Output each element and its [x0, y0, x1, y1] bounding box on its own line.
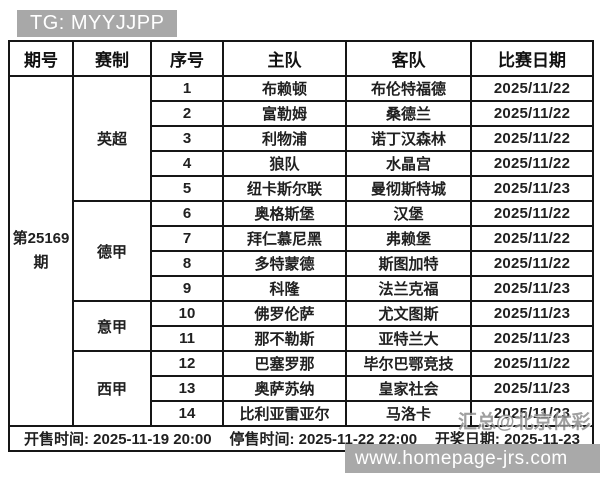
match-no-cell: 2 — [150, 100, 224, 127]
match-date-cell: 2025/11/22 — [470, 100, 594, 127]
match-no-cell: 4 — [150, 150, 224, 177]
away-team-cell: 马洛卡 — [345, 400, 472, 427]
column-header-date: 比赛日期 — [470, 40, 594, 77]
match-date-cell: 2025/11/22 — [470, 75, 594, 102]
match-no-cell: 10 — [150, 300, 224, 327]
match-no-cell: 13 — [150, 375, 224, 402]
match-date-cell: 2025/11/23 — [470, 275, 594, 302]
column-header-home: 主队 — [222, 40, 347, 77]
home-team-cell: 巴塞罗那 — [222, 350, 347, 377]
draw-date: 开奖日期: 2025-11-23 — [434, 431, 580, 448]
away-team-cell: 汉堡 — [345, 200, 472, 227]
match-date-cell: 2025/11/22 — [470, 150, 594, 177]
match-no-cell: 12 — [150, 350, 224, 377]
match-date-cell: 2025/11/22 — [470, 125, 594, 152]
match-date-cell: 2025/11/23 — [470, 175, 594, 202]
home-team-cell: 富勒姆 — [222, 100, 347, 127]
column-header-issue: 期号 — [8, 40, 74, 77]
match-date-cell: 2025/11/22 — [470, 200, 594, 227]
site-url-text: www.homepage-jrs.com — [355, 447, 568, 469]
match-no-cell: 7 — [150, 225, 224, 252]
tg-handle-label: TG: MYYJJPP — [30, 12, 165, 34]
match-schedule-table: 期号 赛制 序号 主队 客队 比赛日期 第25169期 英超 1 布赖顿 布伦特福德 20… — [8, 40, 594, 452]
match-no-cell: 9 — [150, 275, 224, 302]
issue-cell: 第25169期 — [8, 75, 74, 427]
tg-handle-badge: TG: MYYJJPP — [17, 10, 178, 37]
home-team-cell: 奥格斯堡 — [222, 200, 347, 227]
sale-end-time: 停售时间: 2025-11-22 22:00 — [229, 431, 418, 448]
match-no-cell: 6 — [150, 200, 224, 227]
away-team-cell: 诺丁汉森林 — [345, 125, 472, 152]
match-date-cell: 2025/11/22 — [470, 250, 594, 277]
match-no-cell: 3 — [150, 125, 224, 152]
away-team-cell: 法兰克福 — [345, 275, 472, 302]
away-team-cell: 桑德兰 — [345, 100, 472, 127]
match-date-cell: 2025/11/23 — [470, 325, 594, 352]
table-row: 7 拜仁慕尼黑 弗赖堡 2025/11/22 — [9, 225, 594, 252]
table-row: 13 奥萨苏纳 皇家社会 2025/11/23 — [9, 375, 594, 402]
league-cell: 德甲 — [72, 200, 152, 302]
table-row: 2 富勒姆 桑德兰 2025/11/22 — [9, 100, 594, 127]
column-header-number: 序号 — [150, 40, 224, 77]
league-cell: 英超 — [72, 75, 152, 202]
away-team-cell: 毕尔巴鄂竞技 — [345, 350, 472, 377]
match-no-cell: 5 — [150, 175, 224, 202]
table-row: 4 狼队 水晶宫 2025/11/22 — [9, 150, 594, 177]
away-team-cell: 布伦特福德 — [345, 75, 472, 102]
column-header-away: 客队 — [345, 40, 472, 77]
home-team-cell: 那不勒斯 — [222, 325, 347, 352]
table-row: 8 多特蒙德 斯图加特 2025/11/22 — [9, 250, 594, 277]
home-team-cell: 多特蒙德 — [222, 250, 347, 277]
table-footer: 开售时间: 2025-11-19 20:00 停售时间: 2025-11-22 … — [8, 425, 594, 452]
table-row: 意甲 10 佛罗伦萨 尤文图斯 2025/11/23 — [9, 300, 594, 352]
away-team-cell: 弗赖堡 — [345, 225, 472, 252]
match-no-cell: 8 — [150, 250, 224, 277]
match-date-cell: 2025/11/23 — [470, 300, 594, 327]
sale-start-time: 开售时间: 2025-11-19 20:00 — [24, 431, 212, 448]
away-team-cell: 尤文图斯 — [345, 300, 472, 327]
away-team-cell: 曼彻斯特城 — [345, 175, 472, 202]
table-row: 德甲 6 奥格斯堡 汉堡 2025/11/22 — [9, 200, 594, 302]
column-header-league: 赛制 — [72, 40, 152, 77]
match-table-body: 第25169期 英超 1 布赖顿 布伦特福德 2025/11/22 2 富勒姆 桑德兰 2025/… — [8, 75, 594, 427]
match-no-cell: 14 — [150, 400, 224, 427]
league-cell: 西甲 — [72, 350, 152, 427]
match-date-cell: 2025/11/22 — [470, 350, 594, 377]
table-row: 5 纽卡斯尔联 曼彻斯特城 2025/11/23 — [9, 175, 594, 202]
away-team-cell: 斯图加特 — [345, 250, 472, 277]
home-team-cell: 科隆 — [222, 275, 347, 302]
table-row: 3 利物浦 诺丁汉森林 2025/11/22 — [9, 125, 594, 152]
footer-times-cell: 开售时间: 2025-11-19 20:00 停售时间: 2025-11-22 … — [8, 425, 594, 452]
table-row: 西甲 12 巴塞罗那 毕尔巴鄂竞技 2025/11/22 — [9, 350, 594, 427]
home-team-cell: 纽卡斯尔联 — [222, 175, 347, 202]
site-watermark-bar: www.homepage-jrs.com — [345, 444, 600, 473]
table-row: 第25169期 英超 1 布赖顿 布伦特福德 2025/11/22 — [8, 75, 594, 427]
home-team-cell: 奥萨苏纳 — [222, 375, 347, 402]
home-team-cell: 佛罗伦萨 — [222, 300, 347, 327]
home-team-cell: 狼队 — [222, 150, 347, 177]
match-date-cell: 2025/11/23 — [470, 375, 594, 402]
table-row: 11 那不勒斯 亚特兰大 2025/11/23 — [9, 325, 594, 352]
table-row: 14 比利亚雷亚尔 马洛卡 2025/11/23 — [9, 400, 594, 427]
match-date-cell: 2025/11/22 — [470, 225, 594, 252]
table-row: 9 科隆 法兰克福 2025/11/23 — [9, 275, 594, 302]
home-team-cell: 布赖顿 — [222, 75, 347, 102]
match-no-cell: 1 — [150, 75, 224, 102]
match-date-cell: 2025/11/23 — [470, 400, 594, 427]
home-team-cell: 比利亚雷亚尔 — [222, 400, 347, 427]
match-no-cell: 11 — [150, 325, 224, 352]
away-team-cell: 亚特兰大 — [345, 325, 472, 352]
home-team-cell: 拜仁慕尼黑 — [222, 225, 347, 252]
home-team-cell: 利物浦 — [222, 125, 347, 152]
away-team-cell: 水晶宫 — [345, 150, 472, 177]
away-team-cell: 皇家社会 — [345, 375, 472, 402]
table-header-row: 期号 赛制 序号 主队 客队 比赛日期 — [8, 40, 594, 77]
league-cell: 意甲 — [72, 300, 152, 352]
